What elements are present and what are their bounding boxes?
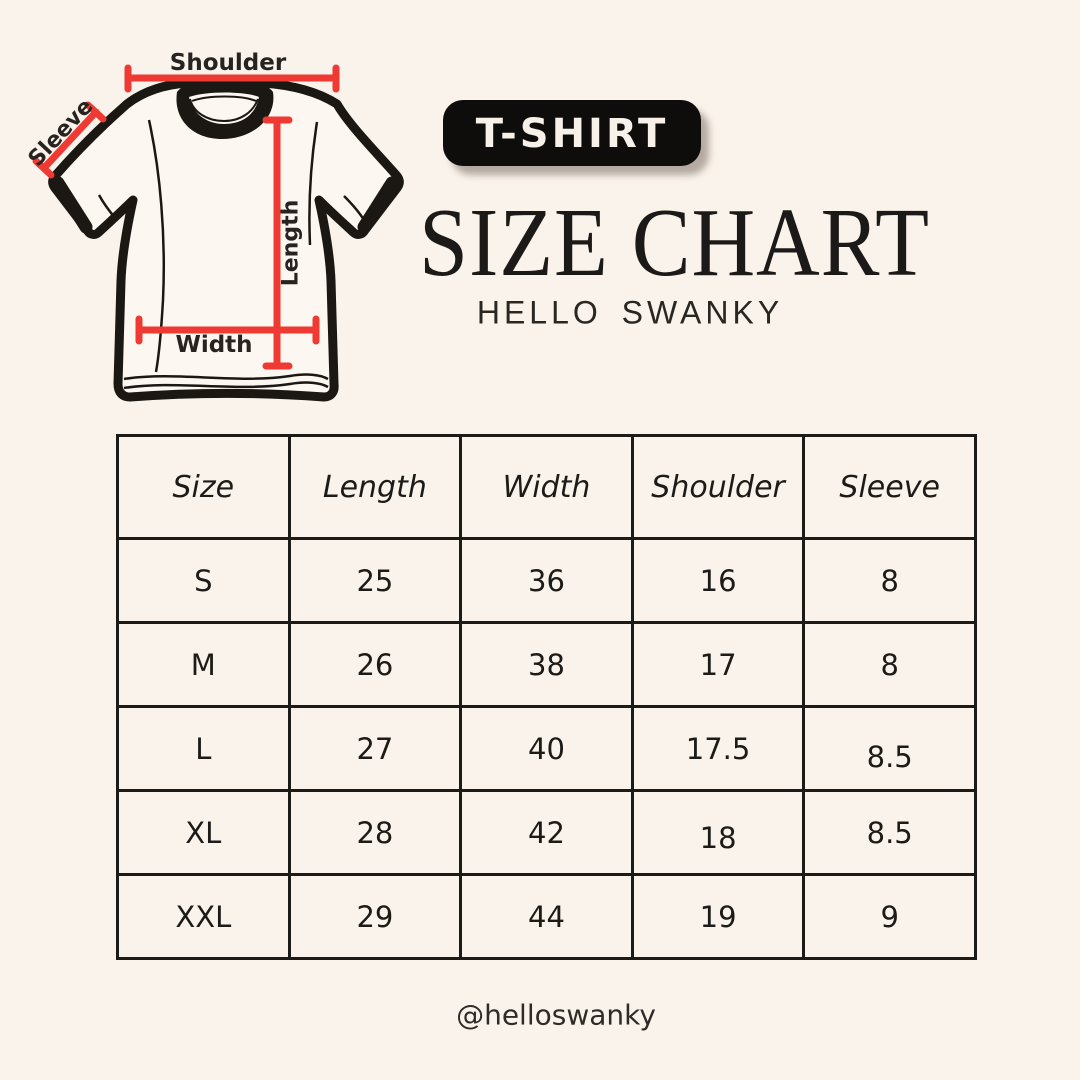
table-cell: XXL bbox=[116, 873, 291, 960]
table-cell: 19 bbox=[630, 873, 806, 960]
column-header-size: Size bbox=[116, 434, 291, 540]
right-cuff-band bbox=[357, 176, 399, 234]
table-cell: 8 bbox=[802, 621, 977, 708]
table-cell: 8.5 bbox=[802, 789, 977, 876]
table-cell: L bbox=[116, 705, 291, 792]
collar-opening bbox=[189, 92, 259, 124]
collar-band bbox=[176, 77, 274, 139]
table-cell: 28 bbox=[287, 789, 463, 876]
table-cell: S bbox=[116, 537, 291, 624]
table-cell: 25 bbox=[287, 537, 463, 624]
table-cell: 17 bbox=[630, 621, 806, 708]
table-row-s: S 25 36 16 8 bbox=[116, 537, 977, 624]
sleeve-measure-label: Sleeve bbox=[23, 94, 99, 172]
page-title: SIZE CHART bbox=[419, 189, 930, 297]
left-cuff-band bbox=[51, 176, 93, 234]
category-badge: T-SHIRT bbox=[443, 100, 701, 166]
table-cell: M bbox=[116, 621, 291, 708]
table-cell: 8 bbox=[802, 537, 977, 624]
column-header-sleeve: Sleeve bbox=[802, 434, 977, 540]
table-cell: 44 bbox=[459, 873, 634, 960]
table-row-l: L 27 40 17.5 8.5 bbox=[116, 705, 977, 792]
length-measure-label: Length bbox=[278, 199, 304, 287]
table-cell: 40 bbox=[459, 705, 634, 792]
table-cell: 36 bbox=[459, 537, 634, 624]
column-header-width: Width bbox=[459, 434, 634, 540]
shoulder-measure-label: Shoulder bbox=[169, 50, 287, 76]
table-row-xl: XL 28 42 18 8.5 bbox=[116, 789, 977, 876]
table-cell: 38 bbox=[459, 621, 634, 708]
table-cell: 17.5 bbox=[630, 705, 806, 792]
table-cell: 42 bbox=[459, 789, 634, 876]
table-cell: 9 bbox=[802, 873, 977, 960]
table-cell: 29 bbox=[287, 873, 463, 960]
brand-name: HELLO SWANKY bbox=[476, 294, 784, 331]
width-measure-label: Width bbox=[175, 332, 253, 358]
table-cell: 8.5 bbox=[802, 705, 977, 792]
header-row: Size Length Width Shoulder Sleeve bbox=[116, 434, 977, 540]
table-cell: XL bbox=[116, 789, 291, 876]
table-row-xxl: XXL 29 44 19 9 bbox=[116, 873, 977, 960]
table-cell: 27 bbox=[287, 705, 463, 792]
table-cell: 26 bbox=[287, 621, 463, 708]
size-chart-table: Size Length Width Shoulder Sleeve S 25 3… bbox=[116, 434, 977, 960]
column-header-length: Length bbox=[287, 434, 463, 540]
social-handle: @helloswanky bbox=[456, 998, 656, 1032]
table-cell: 18 bbox=[630, 789, 806, 876]
column-header-shoulder: Shoulder bbox=[630, 434, 806, 540]
table-cell: 16 bbox=[630, 537, 806, 624]
collar-seams bbox=[189, 95, 259, 123]
table-row-m: M 26 38 17 8 bbox=[116, 621, 977, 708]
